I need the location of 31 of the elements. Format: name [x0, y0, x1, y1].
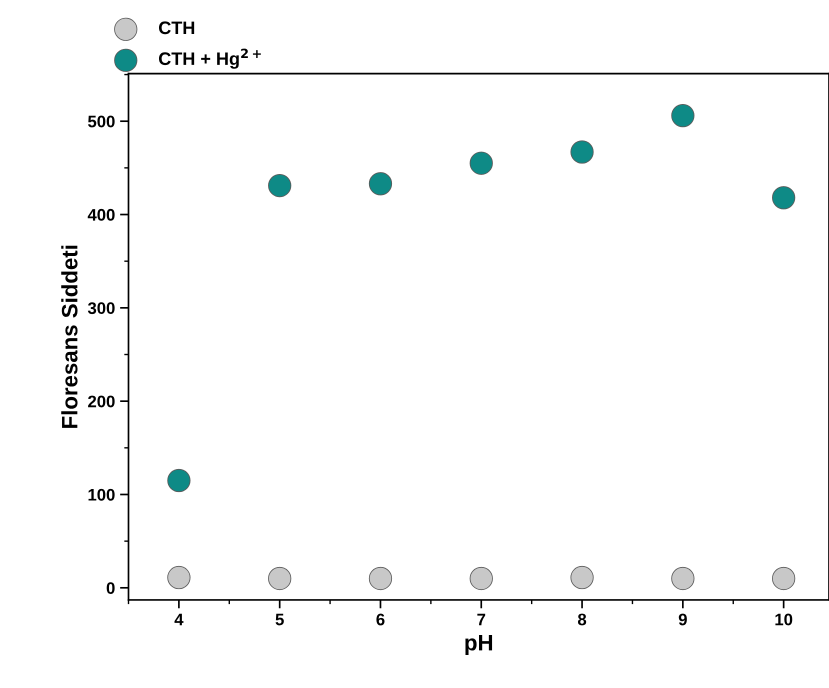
legend-label: CTH + Hg$^{2+}$	[158, 48, 261, 69]
point	[671, 104, 694, 128]
point	[570, 140, 594, 164]
point	[368, 566, 392, 590]
point	[470, 152, 493, 175]
point	[671, 566, 694, 590]
point	[570, 566, 594, 590]
y-tick-label: 100	[88, 488, 115, 501]
y-tick-label: 200	[88, 396, 115, 408]
point	[167, 566, 191, 590]
point	[772, 566, 796, 590]
point	[772, 186, 796, 210]
x-tick-label: 9	[678, 614, 687, 626]
y-tick-label: 300	[88, 302, 115, 314]
x-tick-label: 10	[775, 614, 792, 626]
x-tick-label: 8	[578, 614, 586, 626]
y-axis-title: Floresans Siddeti	[61, 246, 78, 428]
y-tick-label: 0	[106, 582, 115, 594]
point	[268, 566, 292, 590]
x-tick-label: 6	[376, 614, 385, 626]
y-tick-label: 500	[88, 116, 115, 128]
point	[268, 174, 292, 198]
point	[470, 566, 493, 590]
point	[368, 172, 392, 196]
x-axis-title: pH	[465, 635, 492, 655]
point	[167, 468, 191, 492]
x-tick-label: 5	[276, 614, 284, 626]
y-tick-label: 400	[88, 208, 115, 221]
legend-label: CTH	[158, 21, 194, 34]
x-tick-label: 7	[477, 614, 486, 626]
x-tick-label: 4	[174, 614, 184, 626]
